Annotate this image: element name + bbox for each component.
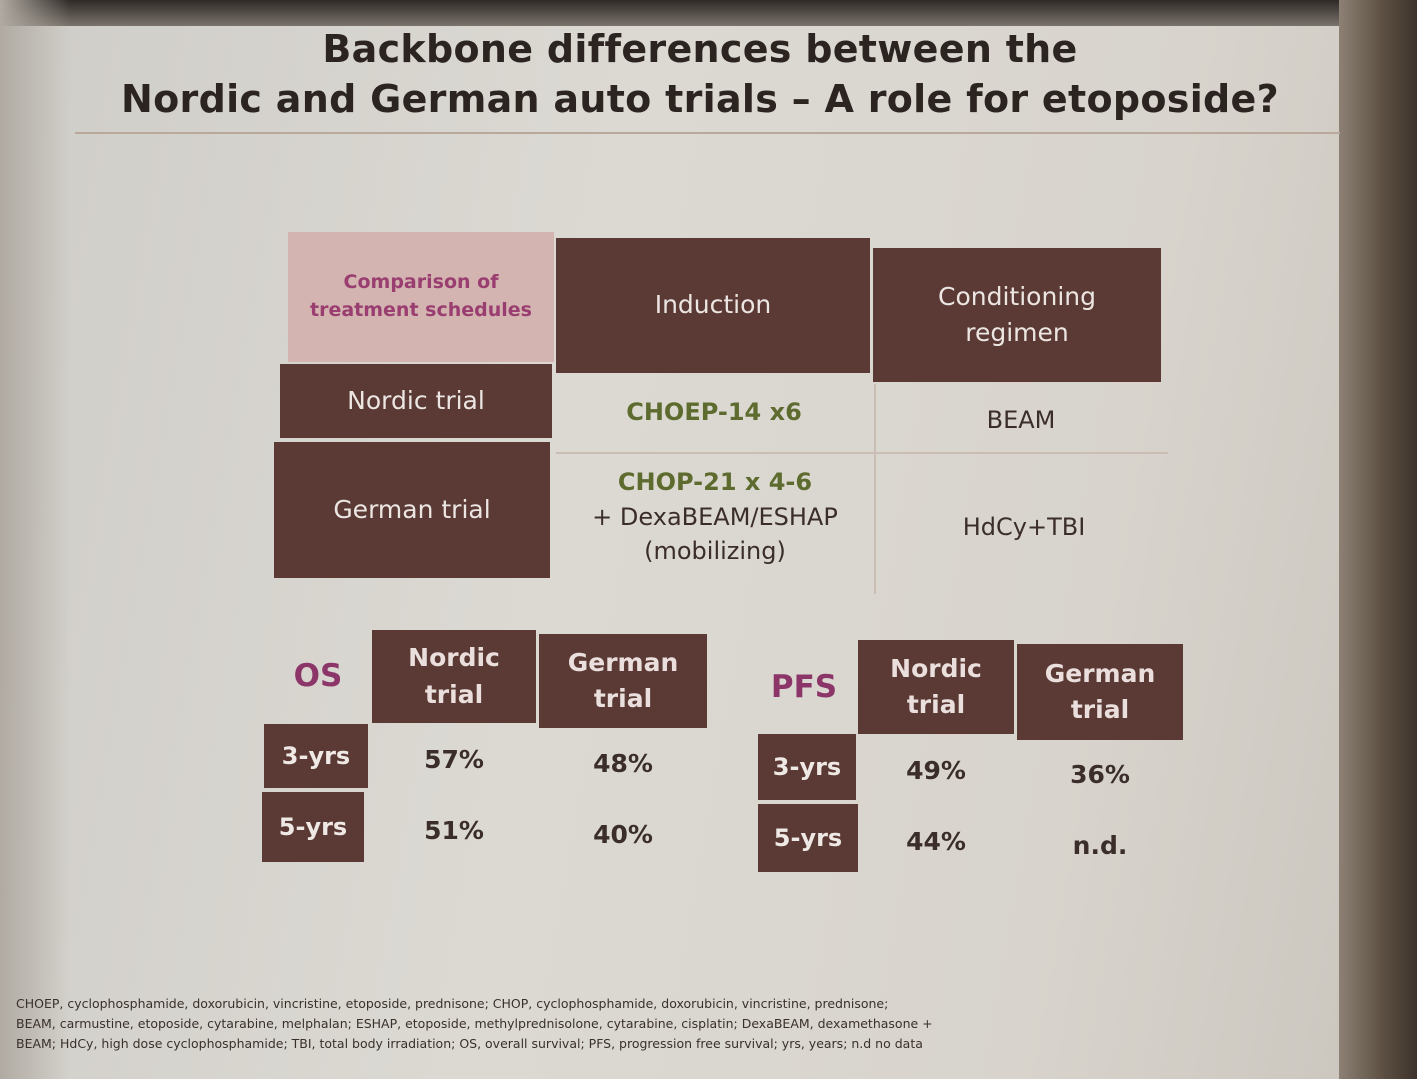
- pfs-3yrs-nordic: 49%: [906, 755, 966, 785]
- os-label: OS: [293, 657, 343, 694]
- footnote-line-2: BEAM, carmustine, etoposide, cytarabine,…: [16, 1016, 933, 1031]
- os-nordic-header: Nordic trial: [372, 630, 536, 723]
- schedule-corner-header: Comparison of treatment schedules: [288, 232, 554, 362]
- german-trial-row-label: German trial: [274, 442, 550, 578]
- os-3yrs-german: 48%: [593, 748, 653, 778]
- nordic-trial-row-label: Nordic trial: [280, 364, 552, 438]
- slide: [0, 12, 1417, 1079]
- induction-header: Induction: [556, 238, 870, 373]
- schedule-column-divider: [874, 384, 876, 594]
- title-underline: [75, 132, 1340, 134]
- pfs-label: PFS: [770, 668, 838, 705]
- german-induction: CHOP-21 x 4-6 + DexaBEAM/ESHAP (mobilizi…: [556, 452, 874, 582]
- os-3yrs-nordic: 57%: [424, 744, 484, 774]
- os-3yrs-label: 3-yrs: [264, 724, 368, 788]
- abbreviations-footnote: CHOEP, cyclophosphamide, doxorubicin, vi…: [16, 994, 1016, 1054]
- os-german-header: German trial: [539, 634, 707, 728]
- conditioning-header: Conditioning regimen: [873, 248, 1161, 382]
- title-line-1: Backbone differences between the: [322, 27, 1078, 71]
- slide-title: Backbone differences between the Nordic …: [120, 24, 1280, 124]
- footnote-line-1: CHOEP, cyclophosphamide, doxorubicin, vi…: [16, 996, 889, 1011]
- os-5yrs-german: 40%: [593, 819, 653, 849]
- nordic-conditioning: BEAM: [986, 405, 1056, 434]
- pfs-5yrs-nordic: 44%: [906, 826, 966, 856]
- schedule-row-divider: [556, 452, 1168, 454]
- german-induction-main: CHOP-21 x 4-6: [617, 467, 813, 496]
- pfs-german-header: German trial: [1017, 644, 1183, 740]
- nordic-induction: CHOEP-14 x6: [626, 397, 802, 426]
- os-5yrs-label: 5-yrs: [262, 792, 364, 862]
- german-conditioning: HdCy+TBI: [962, 512, 1086, 541]
- os-5yrs-nordic: 51%: [424, 815, 484, 845]
- title-line-2: Nordic and German auto trials – A role f…: [121, 77, 1279, 121]
- screen-top-edge: [0, 0, 1417, 26]
- footnote-line-3: BEAM; HdCy, high dose cyclophosphamide; …: [16, 1036, 923, 1051]
- pfs-3yrs-label: 3-yrs: [758, 734, 856, 800]
- pfs-nordic-header: Nordic trial: [858, 640, 1014, 734]
- pfs-3yrs-german: 36%: [1070, 759, 1130, 789]
- german-induction-note: (mobilizing): [644, 537, 786, 566]
- screen-left-edge: [0, 0, 70, 1079]
- german-induction-extra: + DexaBEAM/ESHAP: [592, 502, 838, 531]
- pfs-5yrs-label: 5-yrs: [758, 804, 858, 872]
- screen-right-edge: [1339, 0, 1417, 1079]
- pfs-5yrs-german: n.d.: [1072, 830, 1128, 860]
